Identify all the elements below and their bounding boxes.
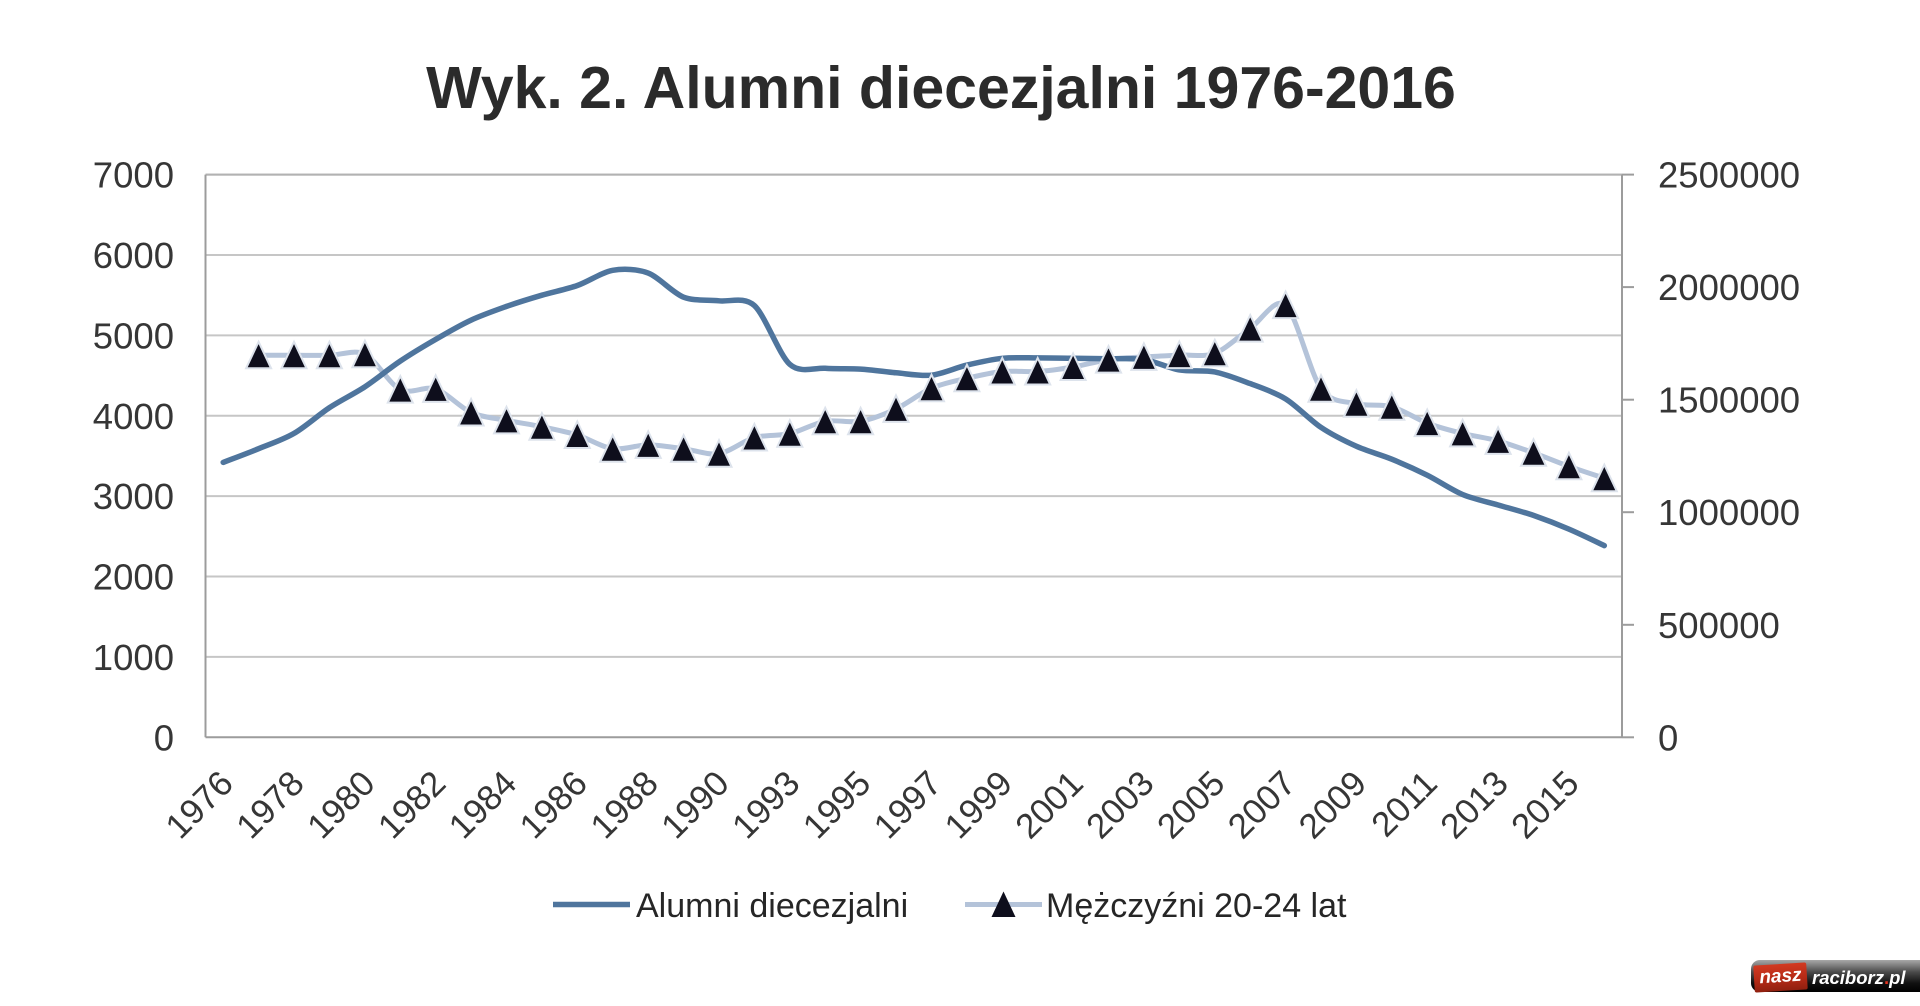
svg-text:3000: 3000 [93, 476, 174, 517]
svg-text:Wyk. 2. Alumni diecezjalni 197: Wyk. 2. Alumni diecezjalni 1976-2016 [426, 55, 1456, 121]
svg-text:2000000: 2000000 [1658, 267, 1800, 308]
svg-text:4000: 4000 [93, 396, 174, 437]
svg-text:Alumni diecezjalni: Alumni diecezjalni [636, 887, 908, 925]
svg-text:1500000: 1500000 [1658, 380, 1800, 421]
svg-text:0: 0 [154, 717, 174, 758]
svg-text:500000: 500000 [1658, 605, 1780, 646]
svg-text:7000: 7000 [93, 155, 174, 196]
svg-text:Mężczyźni 20-24 lat: Mężczyźni 20-24 lat [1046, 887, 1347, 925]
svg-text:1000: 1000 [93, 637, 174, 678]
svg-text:0: 0 [1658, 717, 1678, 758]
svg-text:1000000: 1000000 [1658, 492, 1800, 533]
svg-text:6000: 6000 [93, 235, 174, 276]
svg-text:2000: 2000 [93, 557, 174, 598]
svg-text:5000: 5000 [93, 315, 174, 356]
svg-text:2500000: 2500000 [1658, 155, 1800, 196]
